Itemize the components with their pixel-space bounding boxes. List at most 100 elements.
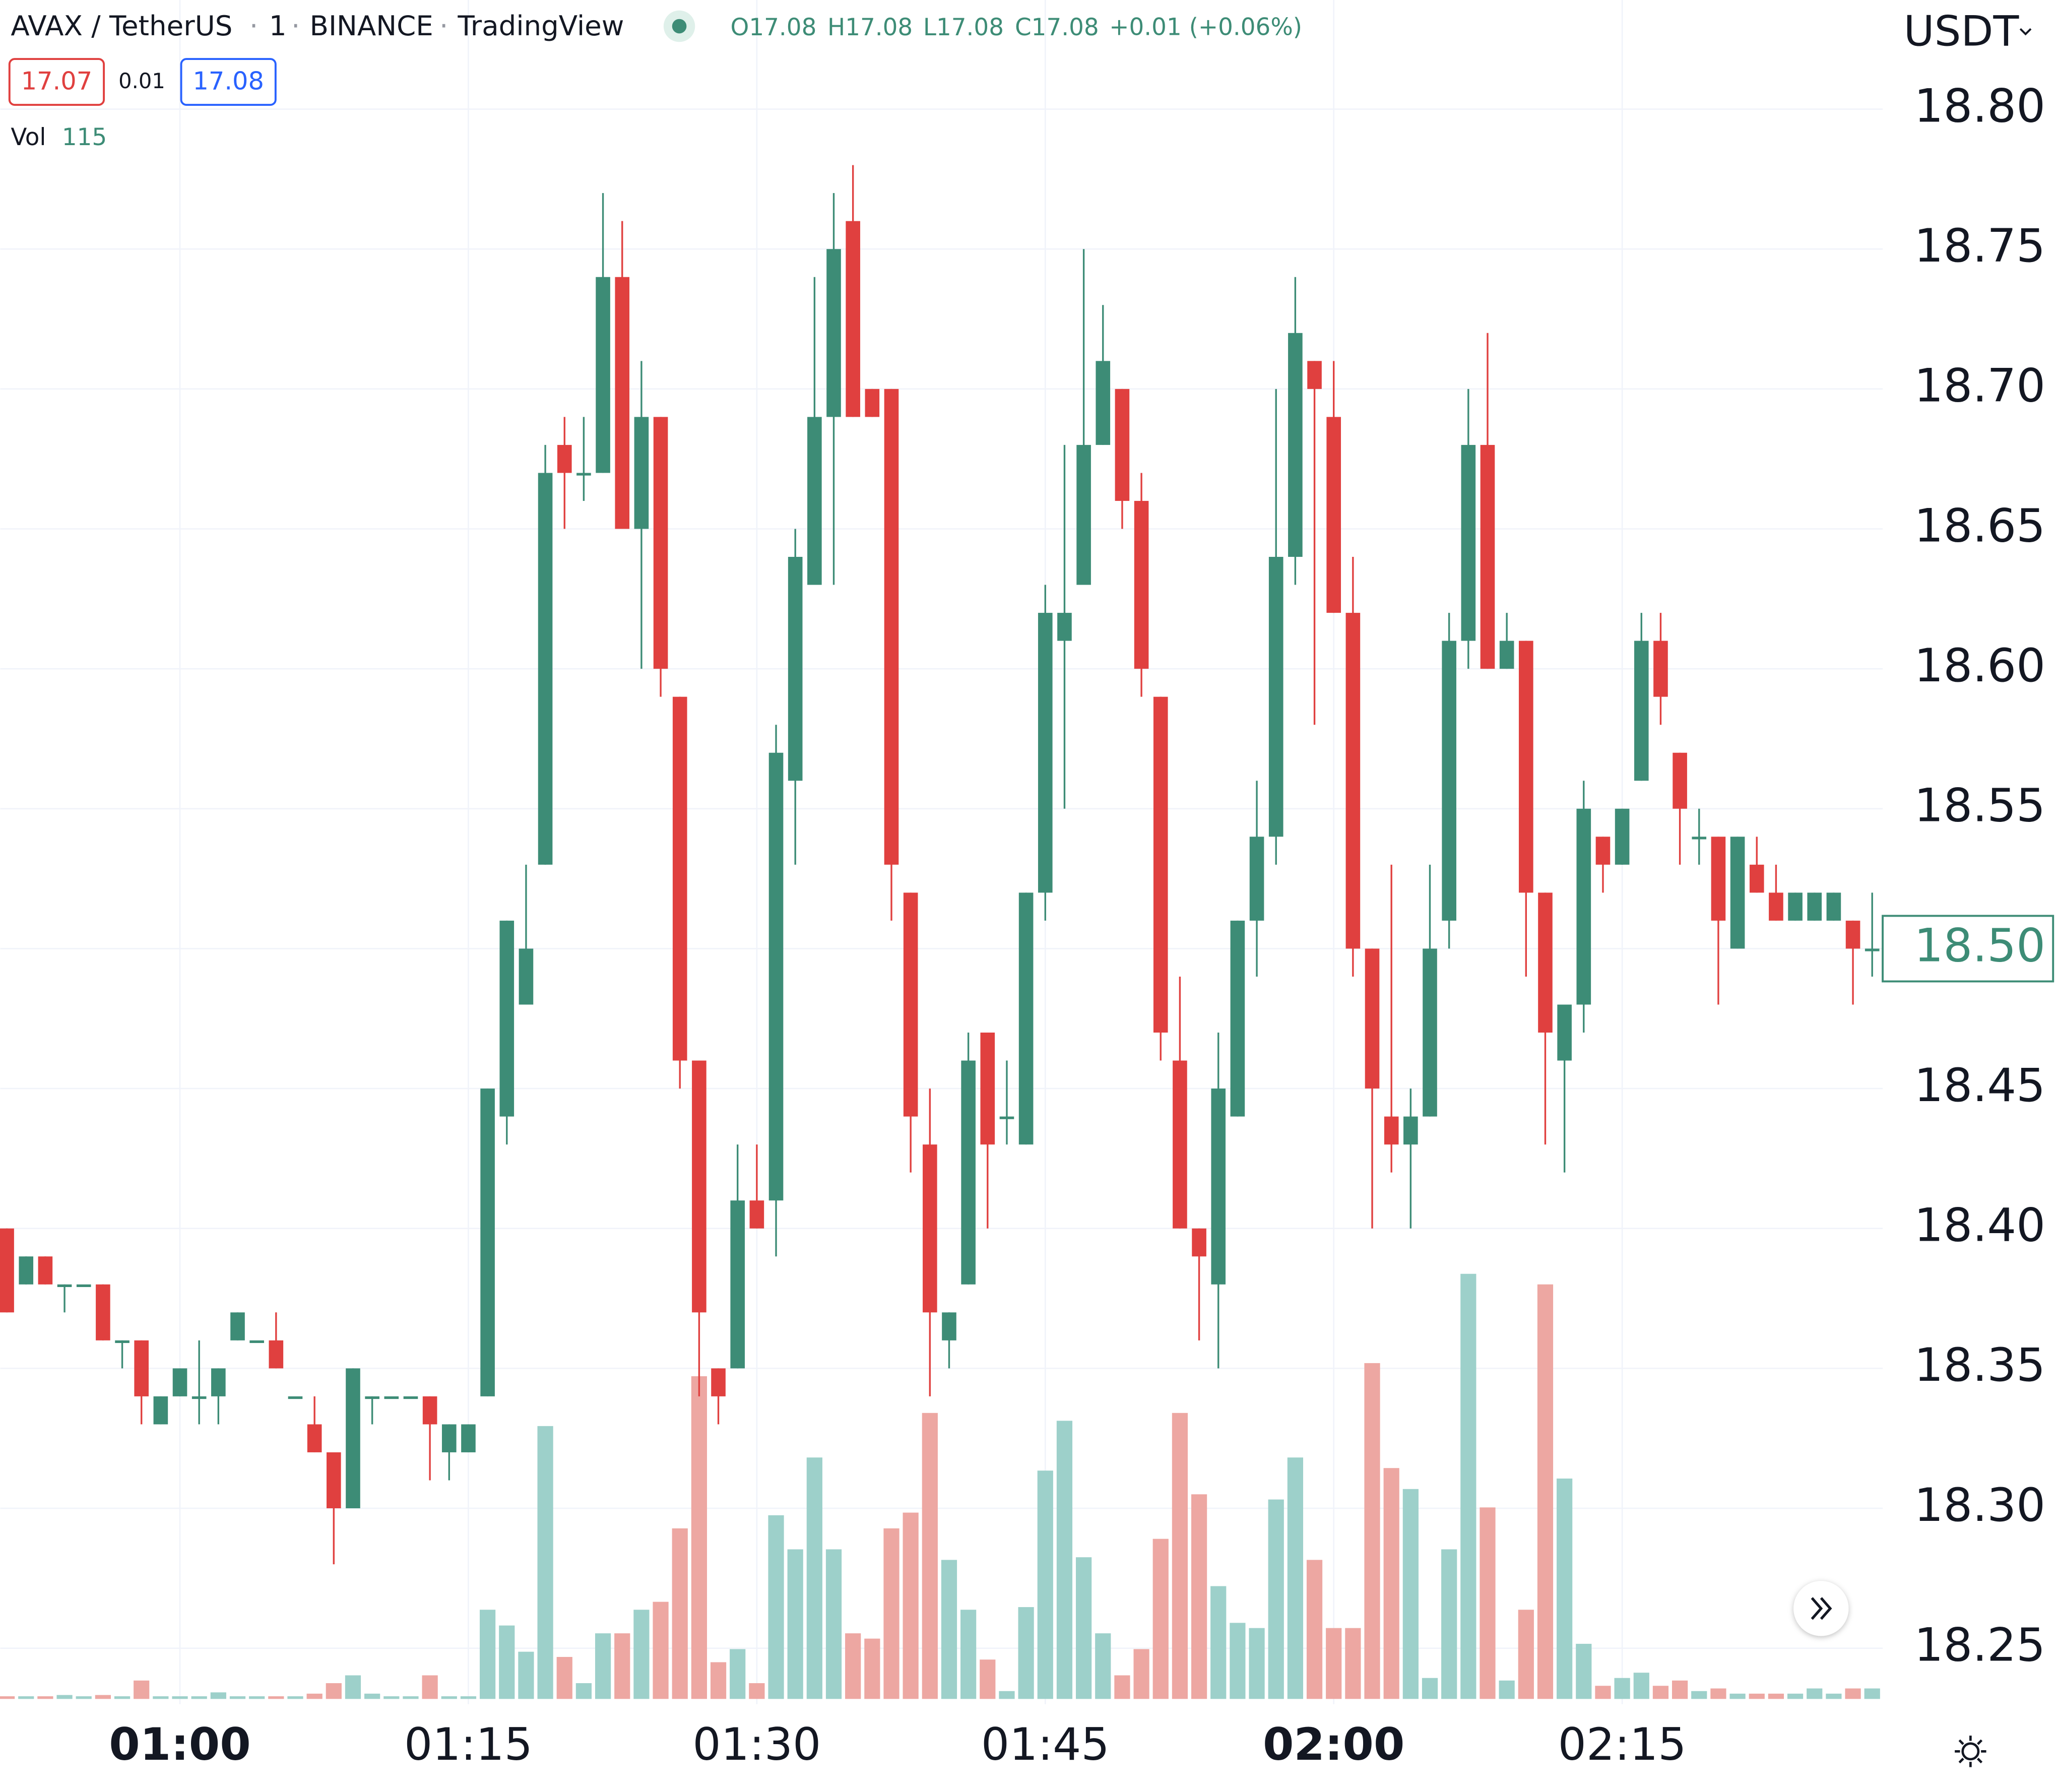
volume-bar: [1345, 1628, 1361, 1699]
ohlc-key: O: [731, 14, 749, 41]
candle-body: [1018, 892, 1034, 1145]
settings-rays[interactable]: [1955, 1736, 1986, 1767]
candle-body: [1057, 613, 1072, 641]
ask-box[interactable]: [180, 58, 277, 106]
candle-body: [807, 417, 822, 585]
volume-bar: [537, 1426, 553, 1699]
volume-bar: [1614, 1678, 1630, 1699]
volume-bar: [595, 1633, 611, 1699]
volume-bar: [364, 1693, 380, 1699]
volume-bar: [960, 1610, 977, 1699]
settings-circle[interactable]: [1961, 1742, 1980, 1761]
volume-bar: [1306, 1560, 1323, 1699]
candle-body: [1442, 641, 1456, 921]
bid[interactable]: 17.07: [21, 66, 92, 95]
volume-bar: [191, 1696, 207, 1699]
candle-body: [307, 1424, 322, 1452]
candle-body: [0, 1228, 14, 1313]
volume-bar: [1729, 1693, 1746, 1699]
volume-bar: [903, 1512, 919, 1699]
candle-body: [1288, 333, 1303, 557]
y-tick-label: 18.60: [1914, 639, 2045, 692]
volume-bar: [1268, 1499, 1284, 1699]
y-tick-label: 18.35: [1914, 1338, 2045, 1392]
y-tick-label: 18.80: [1914, 79, 2045, 133]
x-tick-label: 01:45: [981, 1718, 1110, 1770]
candle-body: [191, 1396, 207, 1399]
candle-body: [1403, 1116, 1418, 1145]
volume-bar: [441, 1696, 457, 1699]
volume-bar: [383, 1696, 400, 1699]
candle-body: [1865, 948, 1880, 951]
candle-body: [1076, 444, 1091, 585]
volume-bar: [730, 1649, 746, 1699]
candle-body: [730, 1200, 745, 1369]
candle-body: [999, 1116, 1014, 1119]
volume-bar: [0, 1696, 15, 1699]
volume-bar: [1480, 1507, 1496, 1699]
volume-bar: [1652, 1686, 1669, 1699]
source: TradingView: [457, 10, 624, 42]
candle-body: [846, 221, 860, 417]
volume-bar: [76, 1696, 92, 1699]
candle-body: [884, 389, 899, 865]
candle-body: [1749, 864, 1764, 893]
volume-bar: [575, 1683, 592, 1699]
ohlc-value: 17.08: [1032, 14, 1099, 41]
candle-body: [1192, 1228, 1206, 1257]
candle-body: [288, 1396, 303, 1399]
candle-body: [365, 1396, 379, 1399]
x-tick-label: 02:00: [1263, 1718, 1405, 1770]
ohlc-open: O17.08: [731, 14, 817, 41]
candle-body: [596, 277, 610, 473]
candle-body: [269, 1340, 284, 1369]
candle-body: [441, 1424, 457, 1452]
candle-body: [57, 1284, 72, 1287]
symbol[interactable]: AVAX / TetherUS: [11, 10, 232, 42]
volume-bar: [1864, 1688, 1880, 1699]
volume-bar: [1518, 1610, 1534, 1699]
candle-body: [1615, 808, 1630, 865]
ohlc-key: H: [827, 14, 845, 41]
currency-chevron[interactable]: [2019, 28, 2032, 36]
candle-body: [19, 1256, 34, 1285]
volume-bar: [1152, 1539, 1169, 1699]
currency[interactable]: USDT: [1904, 7, 2020, 56]
volume-bar: [1576, 1643, 1592, 1699]
volume-bar: [153, 1696, 169, 1699]
volume-bar: [1422, 1678, 1438, 1699]
separator: ·: [291, 10, 300, 42]
volume-bar: [1595, 1686, 1611, 1699]
volume-bar: [1114, 1675, 1130, 1699]
candle-body: [1538, 892, 1553, 1033]
scroll-button[interactable]: [1793, 1581, 1849, 1636]
volume-bar: [1133, 1649, 1149, 1699]
candle-body: [1249, 837, 1264, 921]
volume-bar: [845, 1633, 861, 1699]
candle-body: [1769, 892, 1783, 921]
volume-bar: [1056, 1421, 1073, 1699]
candle-body: [1557, 1004, 1572, 1061]
y-tick-label: 18.65: [1914, 499, 2045, 552]
candle-body: [692, 1060, 706, 1313]
volume-bar: [1402, 1489, 1419, 1699]
volume-bar: [1787, 1693, 1804, 1699]
bid-box[interactable]: [8, 58, 105, 106]
candle-body: [134, 1340, 149, 1396]
interval[interactable]: 1: [269, 10, 287, 42]
candle-body: [672, 696, 687, 1061]
volume-bar: [1441, 1549, 1457, 1699]
volume-bar: [806, 1457, 822, 1699]
volume-bar: [1287, 1457, 1303, 1699]
last-price-label: 18.50: [1914, 919, 2045, 972]
volume-bar: [1230, 1623, 1246, 1699]
scroll-icon[interactable]: [1811, 1597, 1832, 1620]
ask[interactable]: 17.08: [192, 66, 264, 95]
candle-body: [1230, 920, 1245, 1117]
settings-icon[interactable]: [1955, 1736, 1986, 1767]
volume-bar: [114, 1696, 131, 1699]
candle-body: [422, 1396, 437, 1425]
x-tick-label: 01:00: [109, 1718, 251, 1770]
volume-bar: [749, 1683, 765, 1699]
volume-bar: [1691, 1691, 1707, 1699]
